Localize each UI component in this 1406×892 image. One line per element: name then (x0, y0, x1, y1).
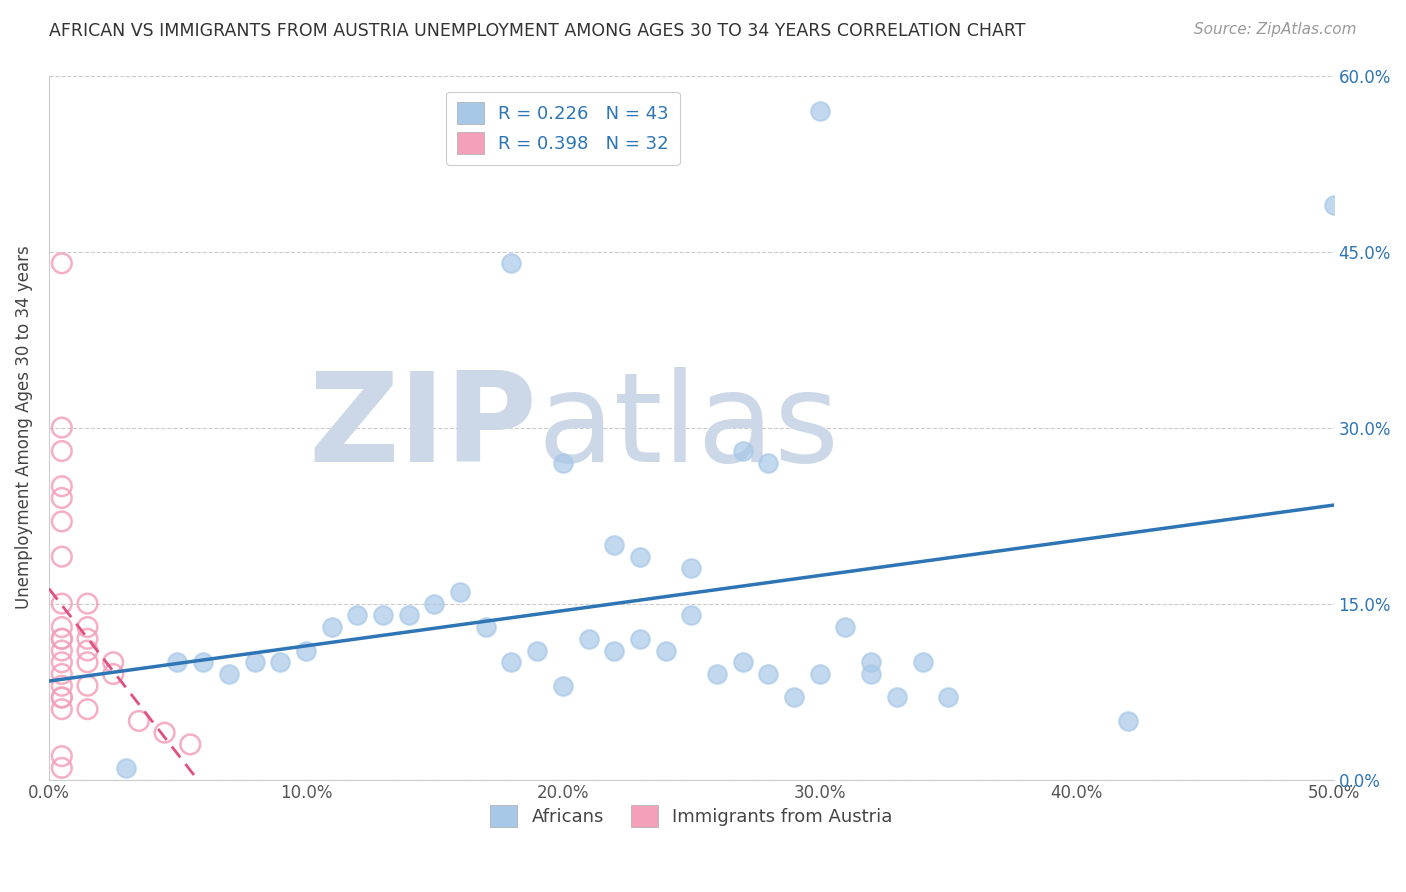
Point (51, 549, 73, 564)
Text: Source: ZipAtlas.com: Source: ZipAtlas.com (1194, 22, 1357, 37)
Point (76, 632, 98, 646)
Text: ZIP: ZIP (308, 368, 537, 488)
Point (51, 632, 73, 646)
Point (860, 667, 883, 681)
Point (758, 456, 780, 470)
Point (808, 667, 831, 681)
Point (103, 667, 125, 681)
Point (115, 761, 138, 775)
Point (860, 655, 883, 669)
Point (501, 256, 523, 270)
Point (371, 608, 394, 623)
Point (346, 608, 368, 623)
Point (51, 479, 73, 493)
Text: atlas: atlas (537, 368, 839, 488)
Point (76, 643, 98, 657)
Point (603, 538, 626, 552)
Point (834, 620, 856, 634)
Point (783, 690, 806, 705)
Point (501, 655, 523, 669)
Point (551, 679, 574, 693)
Point (526, 643, 548, 657)
Point (51, 515, 73, 529)
Point (886, 690, 908, 705)
Point (51, 690, 73, 705)
Point (76, 679, 98, 693)
Point (51, 679, 73, 693)
Point (243, 655, 266, 669)
Y-axis label: Unemployment Among Ages 30 to 34 years: Unemployment Among Ages 30 to 34 years (15, 245, 32, 609)
Point (51, 690, 73, 705)
Point (603, 643, 626, 657)
Point (1323, 197, 1346, 211)
Point (731, 444, 754, 458)
Point (76, 597, 98, 611)
Point (76, 620, 98, 634)
Point (51, 491, 73, 505)
Point (398, 608, 420, 623)
Point (628, 632, 651, 646)
Point (51, 632, 73, 646)
Point (1116, 714, 1139, 728)
Point (269, 655, 291, 669)
Point (628, 549, 651, 564)
Text: AFRICAN VS IMMIGRANTS FROM AUSTRIA UNEMPLOYMENT AMONG AGES 30 TO 34 YEARS CORREL: AFRICAN VS IMMIGRANTS FROM AUSTRIA UNEMP… (49, 22, 1026, 40)
Point (76, 655, 98, 669)
Point (936, 690, 959, 705)
Point (191, 655, 214, 669)
Point (731, 655, 754, 669)
Point (51, 655, 73, 669)
Point (423, 597, 446, 611)
Point (681, 561, 703, 575)
Point (103, 655, 125, 669)
Point (218, 667, 240, 681)
Point (51, 702, 73, 716)
Point (474, 620, 496, 634)
Point (449, 585, 471, 599)
Point (654, 643, 676, 657)
Point (321, 620, 343, 634)
Point (681, 608, 703, 623)
Point (76, 702, 98, 716)
Point (179, 738, 201, 752)
Point (51, 256, 73, 270)
Point (51, 667, 73, 681)
Point (128, 714, 150, 728)
Point (51, 761, 73, 775)
Legend: Africans, Immigrants from Austria: Africans, Immigrants from Austria (482, 797, 900, 834)
Point (295, 643, 318, 657)
Point (51, 597, 73, 611)
Point (808, 103, 831, 118)
Point (551, 456, 574, 470)
Point (51, 420, 73, 434)
Point (51, 620, 73, 634)
Point (911, 655, 934, 669)
Point (153, 725, 176, 739)
Point (758, 667, 780, 681)
Point (51, 749, 73, 764)
Point (706, 667, 728, 681)
Point (578, 632, 600, 646)
Point (166, 655, 188, 669)
Point (51, 643, 73, 657)
Point (51, 444, 73, 458)
